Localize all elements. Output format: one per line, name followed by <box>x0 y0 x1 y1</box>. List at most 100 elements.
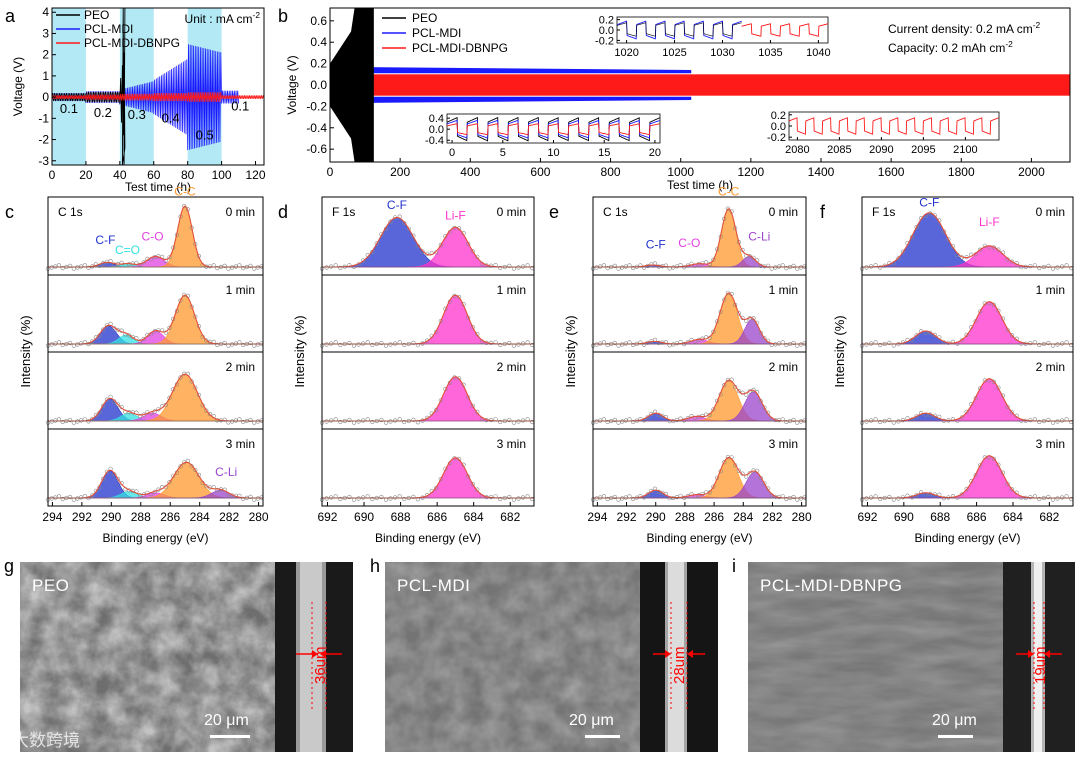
peak-fill-lif <box>322 376 534 422</box>
data-point <box>1037 496 1042 502</box>
panel-label-e: e <box>549 202 559 222</box>
data-point <box>663 263 669 268</box>
y-tick-label: 0.2 <box>599 15 614 27</box>
data-point <box>507 263 512 269</box>
watermark: 大数跨境 <box>12 731 80 751</box>
data-point <box>215 266 220 271</box>
x-tick-label: 690 <box>894 510 914 524</box>
data-point <box>978 463 983 468</box>
data-point <box>126 333 132 338</box>
x-axis-label: Binding energy (eV) <box>102 531 208 545</box>
data-point <box>141 336 146 342</box>
data-point <box>689 414 694 419</box>
x-tick-label: 600 <box>530 165 550 179</box>
data-point <box>762 336 767 341</box>
sem-texture-pcl-mdi-dbnpg <box>748 562 1075 752</box>
data-point <box>248 417 253 423</box>
x-tick-label: 60 <box>147 168 161 182</box>
rate-label: 0.5 <box>196 127 214 142</box>
data-point <box>1046 263 1051 269</box>
data-point <box>932 332 937 338</box>
fit-envelope <box>593 456 806 499</box>
y-axis-label: Voltage (V) <box>285 55 299 114</box>
data-point <box>991 456 997 462</box>
x-tick-label: 2100 <box>953 144 977 156</box>
legend-entry: PCL-MDI-DBNPG <box>84 36 180 50</box>
data-point <box>438 398 443 403</box>
data-point <box>402 496 407 502</box>
x-tick-label: 1040 <box>806 47 830 59</box>
sem-panel-g: PEO 36um 20 μm <box>20 562 353 752</box>
data-point <box>991 302 997 308</box>
data-point <box>711 407 716 412</box>
data-point <box>137 339 143 344</box>
x-tick-label: 100 <box>212 168 232 182</box>
panel-label-f: f <box>820 202 826 222</box>
data-point <box>918 490 924 495</box>
etch-time-label: 1 min <box>769 283 798 297</box>
rate-label: 0.2 <box>94 105 112 120</box>
data-point <box>740 315 745 321</box>
data-point <box>1009 410 1015 415</box>
x-axis-label: Test time (h) <box>125 180 191 194</box>
data-point <box>762 481 767 486</box>
sem-label: PCL-MDI-DBNPG <box>760 576 903 595</box>
x-tick-label: 282 <box>219 510 239 524</box>
etch-time-label: 2 min <box>497 360 526 374</box>
xps-row: 3 min <box>590 428 807 507</box>
data-point <box>914 492 919 497</box>
data-point <box>725 290 731 295</box>
data-point <box>722 460 727 465</box>
data-point <box>182 292 187 297</box>
data-point <box>141 260 146 265</box>
data-point <box>909 495 915 500</box>
x-tick-label: 692 <box>317 510 337 524</box>
data-point <box>996 308 1001 313</box>
x-tick-label: 288 <box>131 510 151 524</box>
data-point <box>248 494 253 500</box>
data-point <box>711 257 716 262</box>
data-point <box>914 333 919 338</box>
chart-a: 0 20 40 60 80 100 120 -3 -2 -1 0 1 2 3 4 Test time (h) V… <box>11 5 266 194</box>
etch-time-label: 0 min <box>769 205 798 219</box>
legend-entry: PEO <box>84 8 109 22</box>
y-tick-label: 3 <box>42 26 49 40</box>
data-point <box>370 419 375 425</box>
data-point <box>438 319 443 324</box>
data-point <box>784 419 789 425</box>
data-point <box>338 342 343 348</box>
data-point <box>374 241 379 246</box>
row-frame <box>321 428 535 507</box>
fit-envelope <box>322 457 534 499</box>
xps-row: 3 min <box>319 428 535 507</box>
data-point <box>119 260 124 266</box>
xps-row: 3 min <box>859 428 1074 507</box>
data-point <box>347 494 352 500</box>
data-point <box>498 265 503 271</box>
y-axis-label: Voltage (V) <box>11 57 25 116</box>
data-point <box>932 213 937 218</box>
data-point <box>671 265 676 270</box>
x-tick-label: 2085 <box>827 144 851 156</box>
x-tick-label: 1020 <box>614 47 638 59</box>
x-tick-label: 1400 <box>808 165 835 179</box>
rate-label: 0.1 <box>60 101 78 116</box>
etch-time-label: 3 min <box>769 437 798 451</box>
core-level-label: C 1s <box>603 205 628 219</box>
data-point <box>751 255 756 260</box>
x-tick-label: 280 <box>249 510 269 524</box>
data-point <box>406 226 411 231</box>
data-point <box>130 334 135 340</box>
data-point <box>222 340 227 346</box>
sem-texture-pcl-mdi <box>385 562 718 752</box>
current-density-note: Current density: 0.2 mA cm-2 <box>888 20 1041 36</box>
y-tick-label: -0.4 <box>425 135 444 147</box>
y-axis-label: Intensity (%) <box>832 315 847 387</box>
peak-label: C-F <box>646 238 666 252</box>
capacity-note-text: Capacity: 0.2 mAh cm <box>888 41 1005 55</box>
data-point <box>86 419 91 424</box>
peak-fill-lif <box>322 457 534 499</box>
data-point <box>137 413 143 419</box>
data-point <box>638 340 643 345</box>
peak-fill-cc <box>593 457 806 499</box>
